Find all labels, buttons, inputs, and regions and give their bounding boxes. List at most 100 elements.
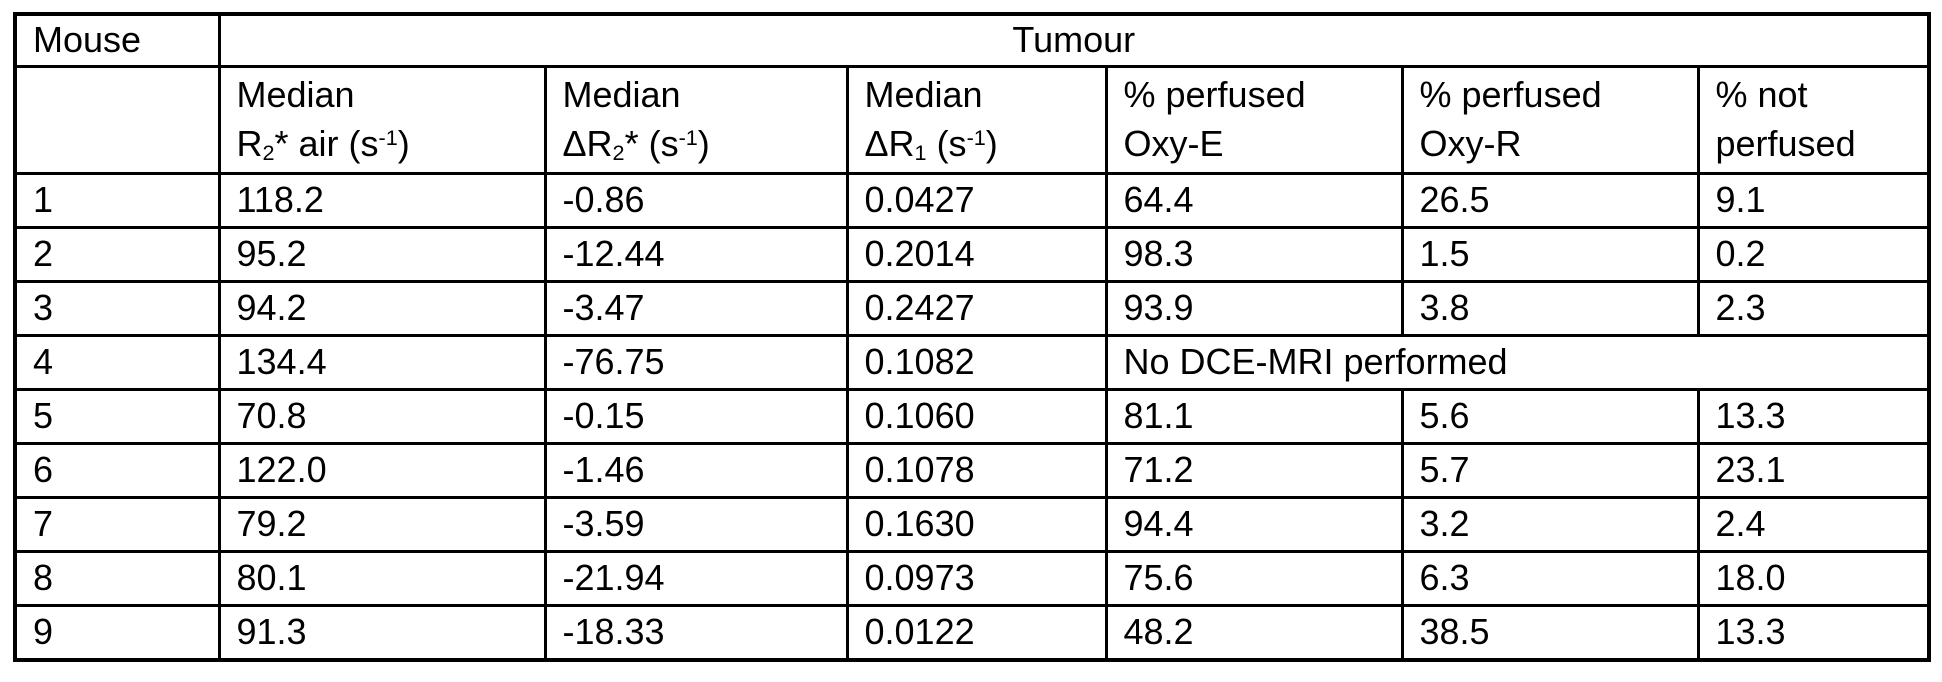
- data-cell-pct-perfused-oxy-e: 71.2: [1104, 441, 1404, 499]
- data-cell-median-delta-r2star: -3.59: [543, 495, 849, 553]
- header-line: ΔR1 (s-1): [865, 120, 1089, 169]
- header-text-segment: R: [236, 122, 263, 164]
- data-cell-pct-perfused-oxy-r: 6.3: [1400, 549, 1700, 607]
- data-cell-pct-perfused-oxy-e: 75.6: [1104, 549, 1404, 607]
- data-cell-median-r2star-air: 94.2: [217, 279, 547, 337]
- data-cell-pct-perfused-oxy-r: 3.2: [1400, 495, 1700, 553]
- header-text-segment: ): [985, 122, 998, 164]
- mouse-id-cell: 3: [13, 279, 221, 337]
- tumour-data-table: Mouse Tumour Median R2* air (s-1) Median ΔR…: [13, 12, 1932, 662]
- data-cell-median-delta-r1: 0.0122: [845, 603, 1108, 662]
- group-header-tumour: Tumour: [217, 12, 1931, 68]
- table-row-mouse-7: 7 79.2 -3.59 0.1630 94.4 3.2 2.4: [13, 495, 1931, 553]
- merged-note-cell: No DCE-MRI performed: [1104, 333, 1931, 391]
- header-line: ΔR2* (s-1): [563, 120, 830, 169]
- table-row-mouse-3: 3 94.2 -3.47 0.2427 93.9 3.8 2.3: [13, 279, 1931, 337]
- data-cell-median-r2star-air: 122.0: [217, 441, 547, 499]
- header-text-segment: Median: [236, 74, 355, 115]
- header-text-segment: -1: [378, 124, 398, 150]
- table-row-mouse-1: 1 118.2 -0.86 0.0427 64.4 26.5 9.1: [13, 171, 1931, 229]
- data-cell-pct-not-perfused: 2.3: [1696, 279, 1931, 337]
- table-row-mouse-9: 9 91.3 -18.33 0.0122 48.2 38.5 13.3: [13, 603, 1931, 662]
- column-header-median-r2star-air: Median R2* air (s-1): [217, 64, 547, 175]
- table-header: Mouse Tumour Median R2* air (s-1) Median ΔR…: [13, 12, 1931, 175]
- header-line: R2* air (s-1): [237, 120, 528, 169]
- data-cell-median-r2star-air: 80.1: [217, 549, 547, 607]
- data-cell-median-delta-r2star: -76.75: [543, 333, 849, 391]
- data-cell-pct-perfused-oxy-r: 3.8: [1400, 279, 1700, 337]
- data-cell-median-delta-r2star: -18.33: [543, 603, 849, 662]
- data-cell-median-r2star-air: 134.4: [217, 333, 547, 391]
- column-header-pct-not-perfused: % not perfused: [1696, 64, 1931, 175]
- header-text-segment: ΔR: [864, 122, 915, 164]
- header-text-segment: 2: [612, 140, 625, 166]
- header-text-segment: (s: [926, 122, 967, 164]
- header-line: % not: [1716, 71, 1912, 120]
- table-row-mouse-8: 8 80.1 -21.94 0.0973 75.6 6.3 18.0: [13, 549, 1931, 607]
- data-cell-median-delta-r2star: -0.86: [543, 171, 849, 229]
- data-cell-median-r2star-air: 118.2: [217, 171, 547, 229]
- data-cell-pct-perfused-oxy-r: 38.5: [1400, 603, 1700, 662]
- header-line: % perfused: [1420, 71, 1681, 120]
- header-text-segment: * air (s: [274, 122, 379, 164]
- data-cell-median-delta-r2star: -21.94: [543, 549, 849, 607]
- data-cell-pct-perfused-oxy-e: 48.2: [1104, 603, 1404, 662]
- data-cell-pct-perfused-oxy-r: 5.7: [1400, 441, 1700, 499]
- data-cell-pct-perfused-oxy-e: 94.4: [1104, 495, 1404, 553]
- mouse-id-cell: 9: [13, 603, 221, 662]
- data-cell-median-delta-r2star: -0.15: [543, 387, 849, 445]
- data-cell-median-r2star-air: 70.8: [217, 387, 547, 445]
- data-cell-pct-not-perfused: 13.3: [1696, 387, 1931, 445]
- header-text-segment: Median: [562, 74, 681, 115]
- data-cell-pct-perfused-oxy-r: 1.5: [1400, 225, 1700, 283]
- data-cell-median-delta-r1: 0.0973: [845, 549, 1108, 607]
- header-text-segment: % perfused: [1419, 74, 1602, 115]
- header-text-segment: * (s: [624, 122, 679, 164]
- header-text-segment: Median: [864, 74, 983, 115]
- header-text-segment: -1: [678, 124, 698, 150]
- data-cell-median-delta-r2star: -1.46: [543, 441, 849, 499]
- data-cell-median-delta-r2star: -12.44: [543, 225, 849, 283]
- column-header-median-delta-r2star: Median ΔR2* (s-1): [543, 64, 849, 175]
- header-line: Median: [865, 71, 1089, 120]
- data-cell-pct-not-perfused: 13.3: [1696, 603, 1931, 662]
- header-text-segment: Oxy-R: [1419, 122, 1522, 164]
- header-line: Median: [237, 71, 528, 120]
- header-text-segment: ): [697, 122, 710, 164]
- table-row-mouse-6: 6 122.0 -1.46 0.1078 71.2 5.7 23.1: [13, 441, 1931, 499]
- data-cell-median-r2star-air: 79.2: [217, 495, 547, 553]
- data-cell-pct-perfused-oxy-r: 5.6: [1400, 387, 1700, 445]
- mouse-id-cell: 6: [13, 441, 221, 499]
- header-text-segment: ΔR: [562, 122, 613, 164]
- data-cell-pct-perfused-oxy-e: 81.1: [1104, 387, 1404, 445]
- header-text-segment: perfused: [1715, 122, 1856, 164]
- data-cell-pct-perfused-oxy-r: 26.5: [1400, 171, 1700, 229]
- header-text-segment: % not: [1715, 74, 1808, 115]
- header-line: % perfused: [1124, 71, 1385, 120]
- column-header-median-delta-r1: Median ΔR1 (s-1): [845, 64, 1108, 175]
- data-cell-median-delta-r1: 0.1082: [845, 333, 1108, 391]
- table-row-mouse-4: 4 134.4 -76.75 0.1082 No DCE-MRI performed: [13, 333, 1931, 391]
- data-cell-median-delta-r1: 0.2014: [845, 225, 1108, 283]
- data-cell-median-delta-r2star: -3.47: [543, 279, 849, 337]
- header-line: Median: [563, 71, 830, 120]
- column-header-row: Median R2* air (s-1) Median ΔR2* (s-1) Media…: [13, 64, 1931, 175]
- data-cell-pct-not-perfused: 2.4: [1696, 495, 1931, 553]
- data-cell-median-delta-r1: 0.1078: [845, 441, 1108, 499]
- table-row-mouse-5: 5 70.8 -0.15 0.1060 81.1 5.6 13.3: [13, 387, 1931, 445]
- mouse-id-cell: 8: [13, 549, 221, 607]
- data-cell-pct-perfused-oxy-e: 64.4: [1104, 171, 1404, 229]
- mouse-id-cell: 5: [13, 387, 221, 445]
- data-cell-pct-perfused-oxy-e: 93.9: [1104, 279, 1404, 337]
- table-body: 1 118.2 -0.86 0.0427 64.4 26.5 9.1 2 95.2 -12.44 0…: [13, 171, 1931, 662]
- data-cell-median-r2star-air: 91.3: [217, 603, 547, 662]
- data-cell-median-delta-r1: 0.2427: [845, 279, 1108, 337]
- corner-header-mouse: Mouse: [13, 12, 221, 68]
- header-text-segment: -1: [966, 124, 986, 150]
- mouse-id-cell: 1: [13, 171, 221, 229]
- data-cell-pct-not-perfused: 18.0: [1696, 549, 1931, 607]
- header-text-segment: % perfused: [1123, 74, 1306, 115]
- data-cell-median-r2star-air: 95.2: [217, 225, 547, 283]
- data-cell-median-delta-r1: 0.1630: [845, 495, 1108, 553]
